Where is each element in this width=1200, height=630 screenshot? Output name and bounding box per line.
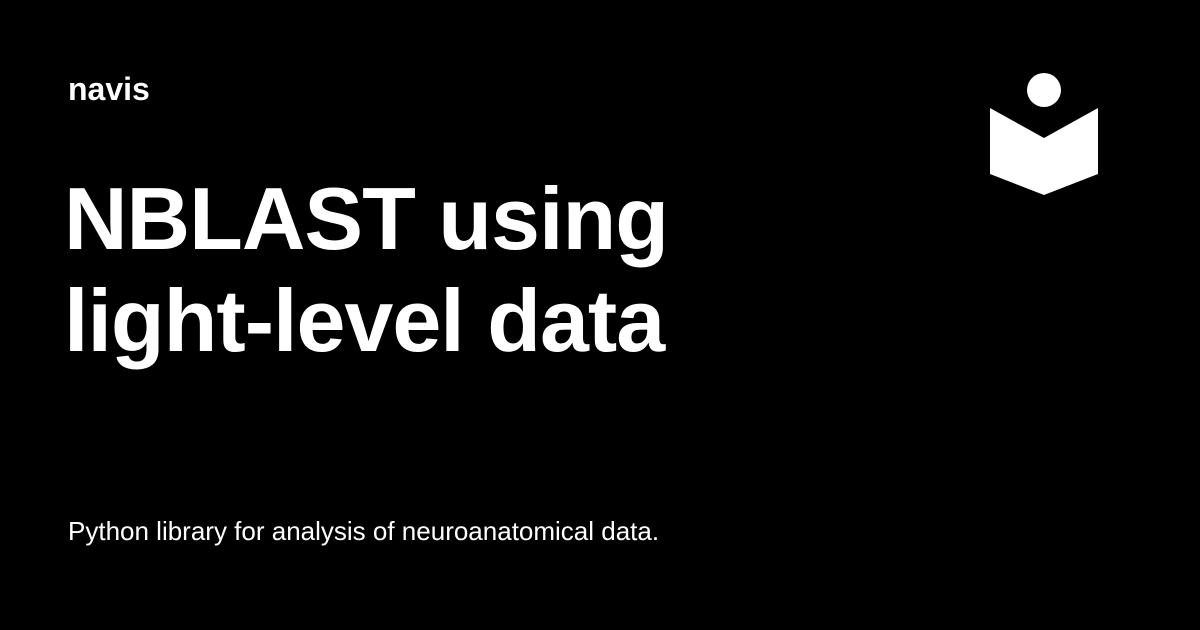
page-title-line-1: NBLAST using: [64, 169, 669, 268]
site-description: Python library for analysis of neuroanat…: [68, 516, 660, 546]
reader-book-icon: [990, 73, 1098, 195]
site-name: navis: [68, 71, 150, 107]
page-title: NBLAST using light-level data: [64, 168, 884, 372]
page-title-line-2: light-level data: [64, 271, 665, 370]
